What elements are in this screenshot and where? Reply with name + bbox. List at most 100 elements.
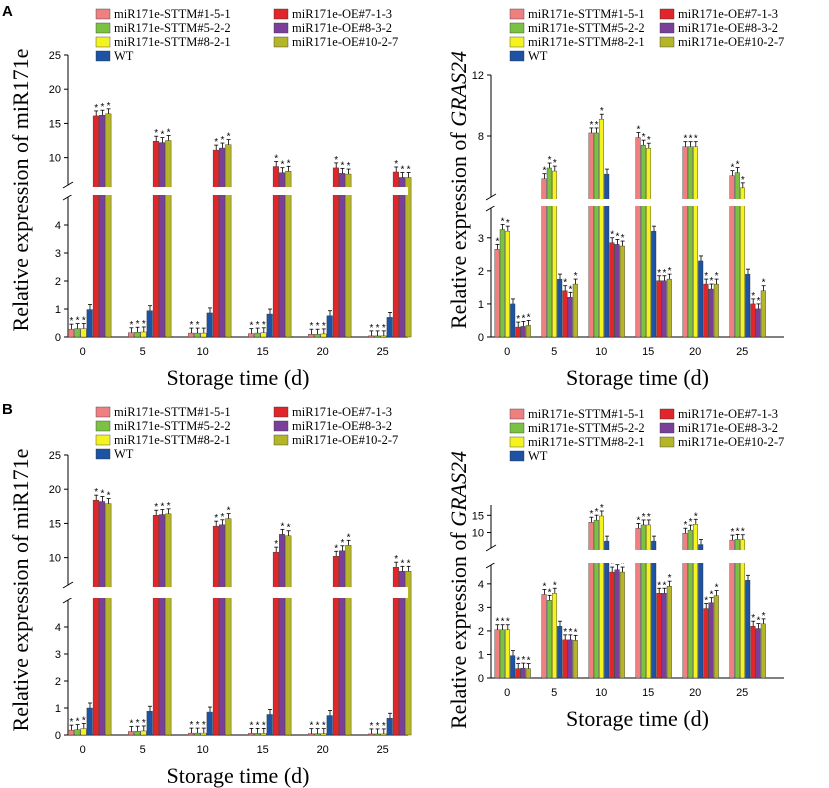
significance-star: * <box>751 291 755 302</box>
legend-entry: WT <box>528 449 548 463</box>
bar <box>219 524 226 736</box>
significance-star: * <box>715 271 719 282</box>
bar <box>745 273 751 338</box>
panel-label-a: A <box>2 3 13 20</box>
significance-star: * <box>600 106 604 117</box>
significance-star: * <box>495 236 499 247</box>
significance-star: * <box>154 502 158 513</box>
significance-star: * <box>334 543 338 554</box>
bar <box>80 728 87 736</box>
legend-swatch <box>95 8 111 20</box>
y-tick-label: 10 <box>49 553 61 565</box>
significance-star: * <box>136 718 140 729</box>
bar <box>254 332 261 338</box>
significance-star: * <box>501 617 505 628</box>
legend-swatch <box>273 434 289 446</box>
legend-swatch <box>509 422 525 434</box>
significance-star: * <box>563 627 567 638</box>
significance-star: * <box>227 506 231 517</box>
significance-star: * <box>668 573 672 584</box>
bar <box>682 146 688 338</box>
bar <box>698 544 704 679</box>
significance-star: * <box>527 656 531 667</box>
significance-star: * <box>394 554 398 565</box>
axis-break-mark <box>485 544 497 552</box>
significance-star: * <box>542 166 546 177</box>
bar <box>285 535 292 736</box>
legend-swatch <box>95 22 111 34</box>
significance-star: * <box>280 160 284 171</box>
y-tick-label: 12 <box>472 70 484 82</box>
bar <box>599 119 605 338</box>
bar <box>494 249 500 338</box>
bar <box>515 668 521 679</box>
legend-swatch <box>509 22 525 34</box>
y-tick-label: 3 <box>478 233 484 245</box>
bar <box>499 629 505 679</box>
bar <box>755 628 761 679</box>
bar <box>86 707 93 736</box>
y-axis-label: Relative expression of GRAS24 <box>446 451 471 729</box>
bar <box>520 326 526 338</box>
x-tick-label: 15 <box>257 744 269 756</box>
bar <box>562 290 568 338</box>
legend-swatch <box>273 420 289 432</box>
break-band <box>493 199 784 206</box>
significance-star: * <box>309 321 313 332</box>
x-tick-label: 10 <box>197 346 209 358</box>
significance-star: * <box>762 611 766 622</box>
bar <box>656 280 662 338</box>
bar <box>593 132 599 338</box>
significance-star: * <box>220 135 224 146</box>
significance-star: * <box>407 164 411 175</box>
significance-star: * <box>668 266 672 277</box>
legend-entry: miR171e-STTM#5-2-2 <box>528 421 645 435</box>
bar <box>266 313 273 338</box>
bar <box>368 733 375 736</box>
y-tick-label: 2 <box>55 676 61 688</box>
bar <box>552 170 558 338</box>
legend-entry: miR171e-OE#7-1-3 <box>292 7 392 21</box>
legend-swatch <box>273 406 289 418</box>
y-tick-label: 25 <box>49 50 61 62</box>
y-tick-label: 4 <box>55 622 61 634</box>
bar <box>140 730 147 736</box>
significance-star: * <box>280 521 284 532</box>
significance-star: * <box>382 721 386 732</box>
legend-entry: miR171e-OE#8-3-2 <box>678 21 778 35</box>
bar <box>200 732 207 736</box>
significance-star: * <box>600 503 604 514</box>
bar <box>248 333 255 338</box>
legend-entry: miR171e-OE#7-1-3 <box>678 7 778 21</box>
legend-swatch <box>95 434 111 446</box>
panel-label-b: B <box>2 401 13 418</box>
significance-star: * <box>610 559 614 570</box>
bar <box>567 297 573 338</box>
x-tick-label: 10 <box>197 744 209 756</box>
significance-star: * <box>287 523 291 534</box>
bar <box>74 729 81 736</box>
y-tick-label: 2 <box>55 276 61 288</box>
significance-star: * <box>347 532 351 543</box>
significance-star: * <box>407 558 411 569</box>
significance-star: * <box>689 134 693 145</box>
y-tick-label: 15 <box>49 518 61 530</box>
significance-star: * <box>347 161 351 172</box>
significance-star: * <box>249 321 253 332</box>
bar <box>740 187 746 338</box>
legend-entry: miR171e-OE#10-2-7 <box>678 35 784 49</box>
significance-star: * <box>249 720 253 731</box>
bar <box>165 140 172 338</box>
bar <box>557 626 563 679</box>
significance-star: * <box>715 583 719 594</box>
significance-star: * <box>694 134 698 145</box>
significance-star: * <box>574 271 578 282</box>
bar <box>588 132 594 338</box>
bar <box>635 137 641 338</box>
significance-star: * <box>615 231 619 242</box>
significance-star: * <box>683 134 687 145</box>
legend-entry: miR171e-STTM#8-2-1 <box>528 435 645 449</box>
bar <box>225 144 232 338</box>
bar <box>128 332 135 338</box>
